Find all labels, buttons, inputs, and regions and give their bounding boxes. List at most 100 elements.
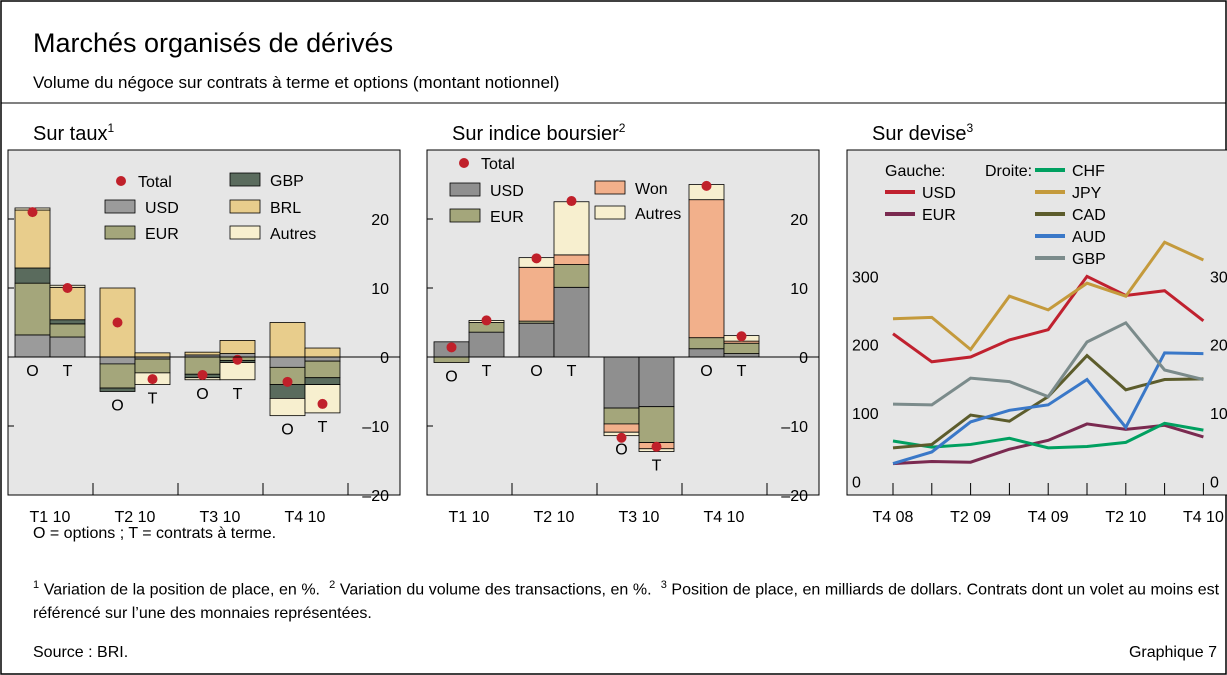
bar-segment bbox=[49, 286, 86, 321]
legend-label: EUR bbox=[922, 207, 956, 224]
series-line bbox=[892, 240, 1205, 352]
bar-segment bbox=[49, 323, 86, 338]
bar-segment bbox=[638, 406, 675, 443]
bar-segment bbox=[14, 209, 51, 269]
total-dot bbox=[616, 432, 627, 443]
bar-segment bbox=[553, 254, 590, 265]
category-label: O bbox=[445, 369, 457, 386]
y2-tick-label: 20 bbox=[1210, 338, 1227, 355]
legend-label: BRL bbox=[270, 200, 301, 217]
y2-tick-label: 30 bbox=[1210, 269, 1227, 286]
note: O = options ; T = contrats à terme. bbox=[33, 525, 277, 542]
bar-segment bbox=[219, 362, 256, 381]
x-tick-label: T4 10 bbox=[1183, 509, 1224, 526]
footnote-mark: 3 bbox=[660, 579, 667, 591]
bar-segment bbox=[304, 347, 341, 358]
bar-segment bbox=[638, 356, 675, 408]
category-label: T bbox=[652, 458, 662, 475]
total-dot bbox=[62, 283, 73, 293]
category-label: O bbox=[111, 398, 123, 415]
total-dot bbox=[282, 376, 293, 387]
panel-title-note: 2 bbox=[619, 121, 626, 135]
y-tick-label: –10 bbox=[362, 419, 389, 436]
total-dot bbox=[531, 253, 542, 264]
panel-title: Sur taux1 bbox=[33, 121, 114, 145]
x-tick-label: T2 09 bbox=[950, 509, 991, 526]
y-tick-label: 200 bbox=[852, 338, 879, 355]
footnote: Variation du volume des transactions, en… bbox=[339, 581, 652, 599]
y-tick-label: 300 bbox=[852, 269, 879, 286]
footnote: Variation de la position de place, en %. bbox=[43, 581, 320, 599]
category-label: O bbox=[530, 363, 542, 380]
bar-segment bbox=[518, 322, 555, 358]
figure-label: Graphique 7 bbox=[1128, 644, 1217, 661]
y-tick-label: 0 bbox=[799, 350, 808, 367]
bar-segment bbox=[468, 331, 505, 358]
panel-title-text: Sur devise bbox=[872, 123, 967, 145]
panel-title: Sur indice boursier2 bbox=[452, 121, 626, 145]
legend-swatch bbox=[229, 199, 261, 214]
panel-title-text: Sur indice boursier bbox=[452, 123, 619, 145]
bar-segment bbox=[134, 358, 171, 374]
bar-segment bbox=[49, 336, 86, 358]
x-tick-label: T3 10 bbox=[619, 509, 660, 526]
legend-label: JPY bbox=[1072, 185, 1102, 202]
y2-tick-label: 10 bbox=[1210, 406, 1227, 423]
x-tick-label: T4 10 bbox=[285, 509, 326, 526]
title: Marchés organisés de dérivés bbox=[33, 28, 393, 58]
bar-segment bbox=[304, 360, 341, 379]
x-tick-label: T2 10 bbox=[1105, 509, 1146, 526]
total-dot bbox=[446, 342, 457, 353]
bar-segment bbox=[603, 423, 640, 433]
category-label: O bbox=[196, 386, 208, 403]
category-label: T bbox=[482, 363, 492, 380]
x-tick-label: T4 09 bbox=[1028, 509, 1069, 526]
x-tick-label: T4 08 bbox=[873, 509, 914, 526]
category-label: T bbox=[567, 363, 577, 380]
bar-segment bbox=[304, 356, 341, 362]
y-tick-label: 10 bbox=[790, 281, 808, 298]
legend-swatch bbox=[229, 172, 261, 187]
category-label: T bbox=[233, 386, 243, 403]
panel-title-note: 1 bbox=[107, 121, 114, 135]
bar-segment bbox=[723, 342, 760, 354]
legend-label: USD bbox=[490, 183, 524, 200]
y-tick-label: 0 bbox=[380, 350, 389, 367]
x-tick-label: T3 10 bbox=[200, 509, 241, 526]
legend-swatch bbox=[449, 208, 481, 223]
x-tick-label: T2 10 bbox=[534, 509, 575, 526]
legend-title: Droite: bbox=[985, 163, 1032, 180]
category-label: T bbox=[148, 391, 158, 408]
y-tick-label: 10 bbox=[371, 281, 389, 298]
bar-segment bbox=[553, 286, 590, 358]
y-tick-label: –20 bbox=[781, 488, 808, 505]
x-tick-label: T1 10 bbox=[30, 509, 71, 526]
bar-segment bbox=[433, 356, 470, 363]
series-line bbox=[892, 320, 1204, 407]
bar-segment bbox=[269, 356, 306, 368]
legend-swatch bbox=[449, 182, 481, 197]
footnote: Position de place, en milliards de dolla… bbox=[33, 581, 1220, 623]
bar-segment bbox=[219, 340, 256, 354]
bar-segment bbox=[553, 201, 590, 256]
legend-title: Gauche: bbox=[885, 163, 945, 180]
legend-label: Autres bbox=[270, 226, 316, 243]
total-dot bbox=[27, 207, 38, 218]
legend-marker bbox=[459, 158, 469, 168]
bar-segment bbox=[603, 356, 640, 409]
bar-segment bbox=[553, 264, 590, 288]
y-tick-label: 100 bbox=[852, 406, 879, 423]
legend-label: GBP bbox=[1072, 251, 1106, 268]
legend-label: GBP bbox=[270, 173, 304, 190]
legend-label: Won bbox=[635, 181, 668, 198]
legend-label: Autres bbox=[635, 206, 681, 223]
footnotes: 1 Variation de la position de place, en … bbox=[33, 573, 1219, 626]
bar-segment bbox=[723, 353, 760, 358]
legend-swatch bbox=[594, 180, 626, 195]
total-dot bbox=[197, 369, 208, 380]
total-dot bbox=[701, 180, 712, 191]
plot-area bbox=[846, 149, 1227, 496]
y-tick-label: 0 bbox=[852, 474, 861, 491]
